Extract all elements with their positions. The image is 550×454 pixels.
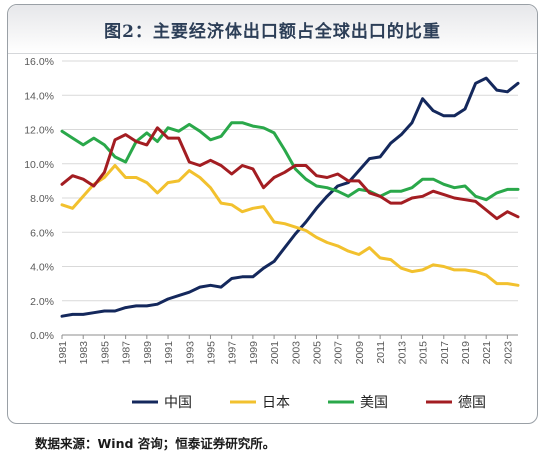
x-tick-label: 2005 <box>312 341 324 365</box>
x-tick-label: 2017 <box>439 341 451 365</box>
x-tick-label: 1991 <box>163 341 175 365</box>
series-line-德国 <box>60 126 520 221</box>
x-tick-label: 1995 <box>205 341 217 365</box>
x-tick-label: 2015 <box>418 341 430 365</box>
x-tick-label: 2021 <box>481 341 493 365</box>
title-bar: 图2：主要经济体出口额占全球出口的比重 <box>8 5 537 54</box>
x-tick-label: 2023 <box>502 341 514 365</box>
x-tick-label: 1983 <box>78 341 90 365</box>
x-tick-label: 1999 <box>248 341 260 365</box>
source-note: 数据来源：Wind 咨询；恒泰证券研究所。 <box>35 436 276 451</box>
y-tick-label: 6.0% <box>30 227 54 239</box>
x-tick-label: 2019 <box>460 341 472 365</box>
y-tick-label: 16.0% <box>24 56 54 68</box>
legend-label: 美国 <box>360 395 388 411</box>
y-tick-label: 12.0% <box>24 125 54 137</box>
x-tick-label: 1981 <box>57 341 69 365</box>
x-tick-label: 2011 <box>375 341 387 364</box>
x-tick-label: 2007 <box>333 341 345 365</box>
y-tick-label: 0.0% <box>30 330 54 342</box>
x-tick-label: 2009 <box>354 341 366 365</box>
x-tick-label: 2013 <box>396 341 408 365</box>
x-tick-label: 1989 <box>142 341 154 365</box>
series-line-中国 <box>60 76 520 318</box>
series-line-美国 <box>60 121 520 202</box>
legend-label: 中国 <box>164 395 192 411</box>
legend-label: 德国 <box>458 395 486 411</box>
chart-frame: 图2：主要经济体出口额占全球出口的比重 <box>7 4 538 424</box>
x-tick-label: 1993 <box>184 341 196 365</box>
y-tick-label: 10.0% <box>24 159 54 171</box>
x-tick-label: 2001 <box>269 341 281 365</box>
y-tick-label: 8.0% <box>30 193 54 205</box>
x-tick-label: 1987 <box>121 341 133 365</box>
y-tick-label: 2.0% <box>30 296 54 308</box>
x-tick-label: 1997 <box>227 341 239 365</box>
y-tick-label: 14.0% <box>24 90 54 102</box>
y-tick-label: 4.0% <box>30 262 54 274</box>
x-tick-label: 1985 <box>99 341 111 365</box>
chart-title: 图2：主要经济体出口额占全球出口的比重 <box>104 22 441 42</box>
legend-label: 日本 <box>262 395 290 411</box>
x-tick-label: 2003 <box>290 341 302 365</box>
series-line-日本 <box>60 164 520 287</box>
